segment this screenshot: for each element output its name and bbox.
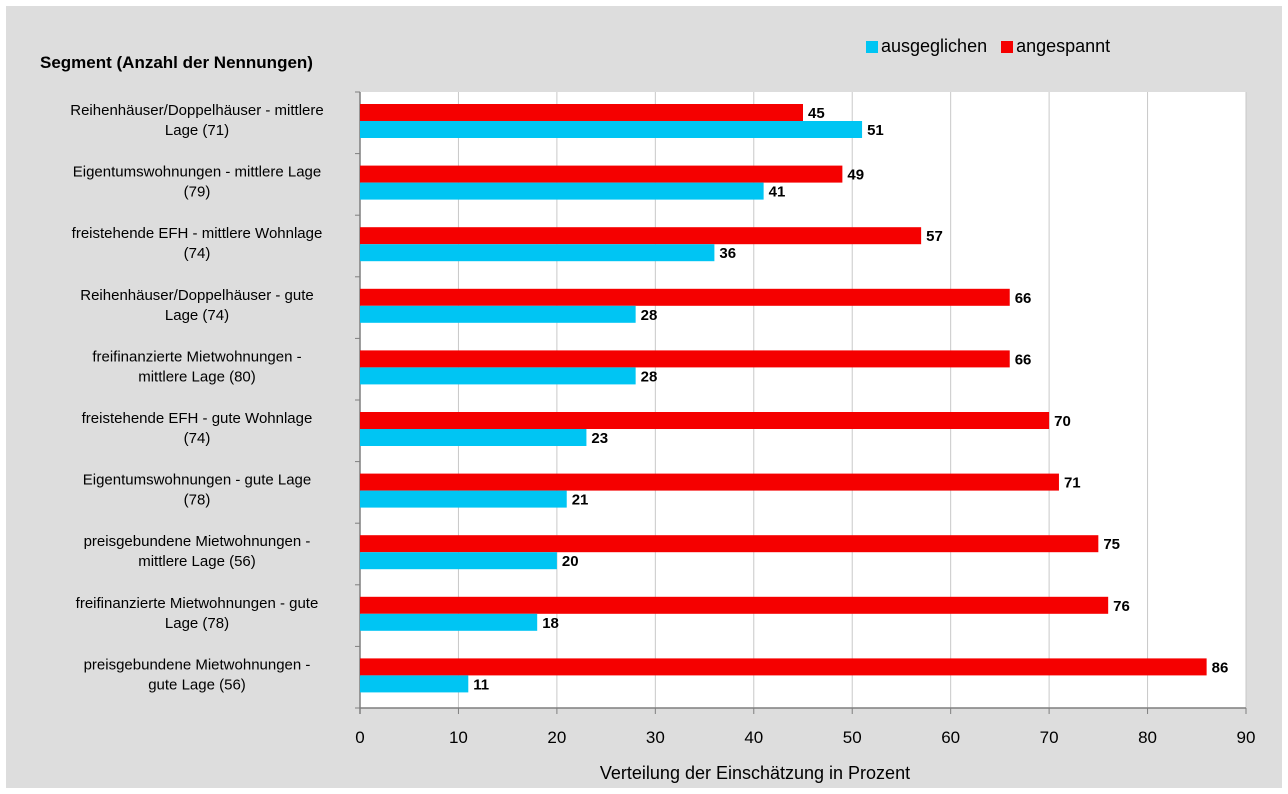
legend-item-angespannt: angespannt: [1001, 36, 1110, 57]
data-label-ausgeglichen: 18: [542, 615, 559, 632]
data-label-ausgeglichen: 21: [572, 492, 589, 509]
legend-swatch-ausgeglichen: [866, 40, 878, 53]
bar-ausgeglichen: [360, 552, 557, 570]
bar-angespannt: [360, 165, 843, 183]
data-label-ausgeglichen: 20: [562, 553, 579, 570]
x-tick-label: 20: [547, 728, 566, 747]
data-label-angespannt: 49: [847, 167, 864, 184]
category-label-line2: gute Lage (56): [148, 676, 246, 693]
data-label-angespannt: 75: [1103, 536, 1120, 553]
bar-angespannt: [360, 412, 1050, 429]
data-label-ausgeglichen: 36: [719, 245, 736, 262]
category-label-line1: preisgebundene Mietwohnungen -: [84, 656, 311, 673]
bar-ausgeglichen: [360, 121, 863, 138]
data-label-angespannt: 66: [1015, 290, 1032, 307]
x-tick-label: 50: [843, 728, 862, 747]
category-label-line2: (78): [184, 492, 211, 509]
category-label-line2: Lage (71): [165, 122, 229, 139]
category-label-line1: Eigentumswohnungen - mittlere Lage: [73, 164, 321, 181]
x-tick-label: 0: [355, 728, 364, 747]
data-label-ausgeglichen: 41: [769, 184, 786, 201]
category-label-line2: (74): [184, 430, 211, 447]
bar-angespannt: [360, 350, 1010, 368]
bar-ausgeglichen: [360, 367, 636, 385]
data-label-angespannt: 76: [1113, 598, 1130, 615]
data-label-ausgeglichen: 28: [641, 368, 658, 385]
chart-title: Segment (Anzahl der Nennungen): [40, 53, 313, 72]
bar-ausgeglichen: [360, 613, 538, 631]
bar-angespannt: [360, 535, 1099, 553]
data-label-ausgeglichen: 11: [473, 676, 489, 693]
data-label-angespannt: 66: [1015, 351, 1032, 368]
category-label-line2: (79): [184, 184, 211, 201]
x-tick-label: 60: [941, 728, 960, 747]
bar-ausgeglichen: [360, 305, 636, 323]
category-label-line1: Reihenhäuser/Doppelhäuser - mittlere: [70, 102, 323, 119]
bar-angespannt: [360, 288, 1010, 306]
bar-ausgeglichen: [360, 244, 715, 262]
x-axis-title: Verteilung der Einschätzung in Prozent: [600, 763, 910, 783]
data-label-angespannt: 45: [808, 105, 825, 122]
data-label-angespannt: 71: [1064, 475, 1081, 492]
category-label-line2: Lage (78): [165, 615, 229, 632]
category-label-line1: freistehende EFH - mittlere Wohnlage: [72, 225, 323, 242]
x-tick-label: 90: [1237, 728, 1256, 747]
data-label-angespannt: 57: [926, 228, 943, 245]
category-label-line2: (74): [184, 245, 211, 262]
bar-angespannt: [360, 227, 922, 245]
bar-ausgeglichen: [360, 429, 587, 446]
bar-angespannt: [360, 596, 1109, 614]
x-tick-label: 30: [646, 728, 665, 747]
legend-item-ausgeglichen: ausgeglichen: [866, 36, 987, 57]
category-label-line1: Eigentumswohnungen - gute Lage: [83, 472, 312, 489]
data-label-ausgeglichen: 51: [867, 122, 884, 139]
data-label-ausgeglichen: 28: [641, 307, 658, 324]
category-label-line1: freifinanzierte Mietwohnungen -: [92, 348, 301, 365]
category-label-line1: preisgebundene Mietwohnungen -: [84, 533, 311, 550]
data-label-angespannt: 86: [1212, 659, 1229, 676]
x-tick-label: 70: [1040, 728, 1059, 747]
x-tick-label: 10: [449, 728, 468, 747]
bar-angespannt: [360, 104, 803, 121]
legend-label-angespannt: angespannt: [1016, 36, 1111, 56]
data-label-angespannt: 70: [1054, 413, 1071, 430]
category-label-line2: mittlere Lage (80): [138, 368, 256, 385]
bar-ausgeglichen: [360, 675, 469, 693]
category-label-line1: freifinanzierte Mietwohnungen - gute: [76, 595, 319, 612]
x-tick-label: 80: [1138, 728, 1157, 747]
x-tick-label: 40: [744, 728, 763, 747]
bar-ausgeglichen: [360, 490, 567, 508]
category-label-line2: Lage (74): [165, 307, 229, 324]
category-label-line1: Reihenhäuser/Doppelhäuser - gute: [80, 287, 314, 304]
bar-angespannt: [360, 658, 1207, 676]
legend-label-ausgeglichen: ausgeglichen: [881, 36, 988, 56]
bar-ausgeglichen: [360, 182, 764, 200]
category-label-line1: freistehende EFH - gute Wohnlage: [82, 410, 313, 427]
legend-swatch-angespannt: [1001, 40, 1014, 53]
bar-angespannt: [360, 473, 1059, 491]
legend: ausgeglichen angespannt: [866, 36, 1124, 57]
data-label-ausgeglichen: 23: [591, 430, 608, 447]
category-label-line2: mittlere Lage (56): [138, 553, 256, 570]
